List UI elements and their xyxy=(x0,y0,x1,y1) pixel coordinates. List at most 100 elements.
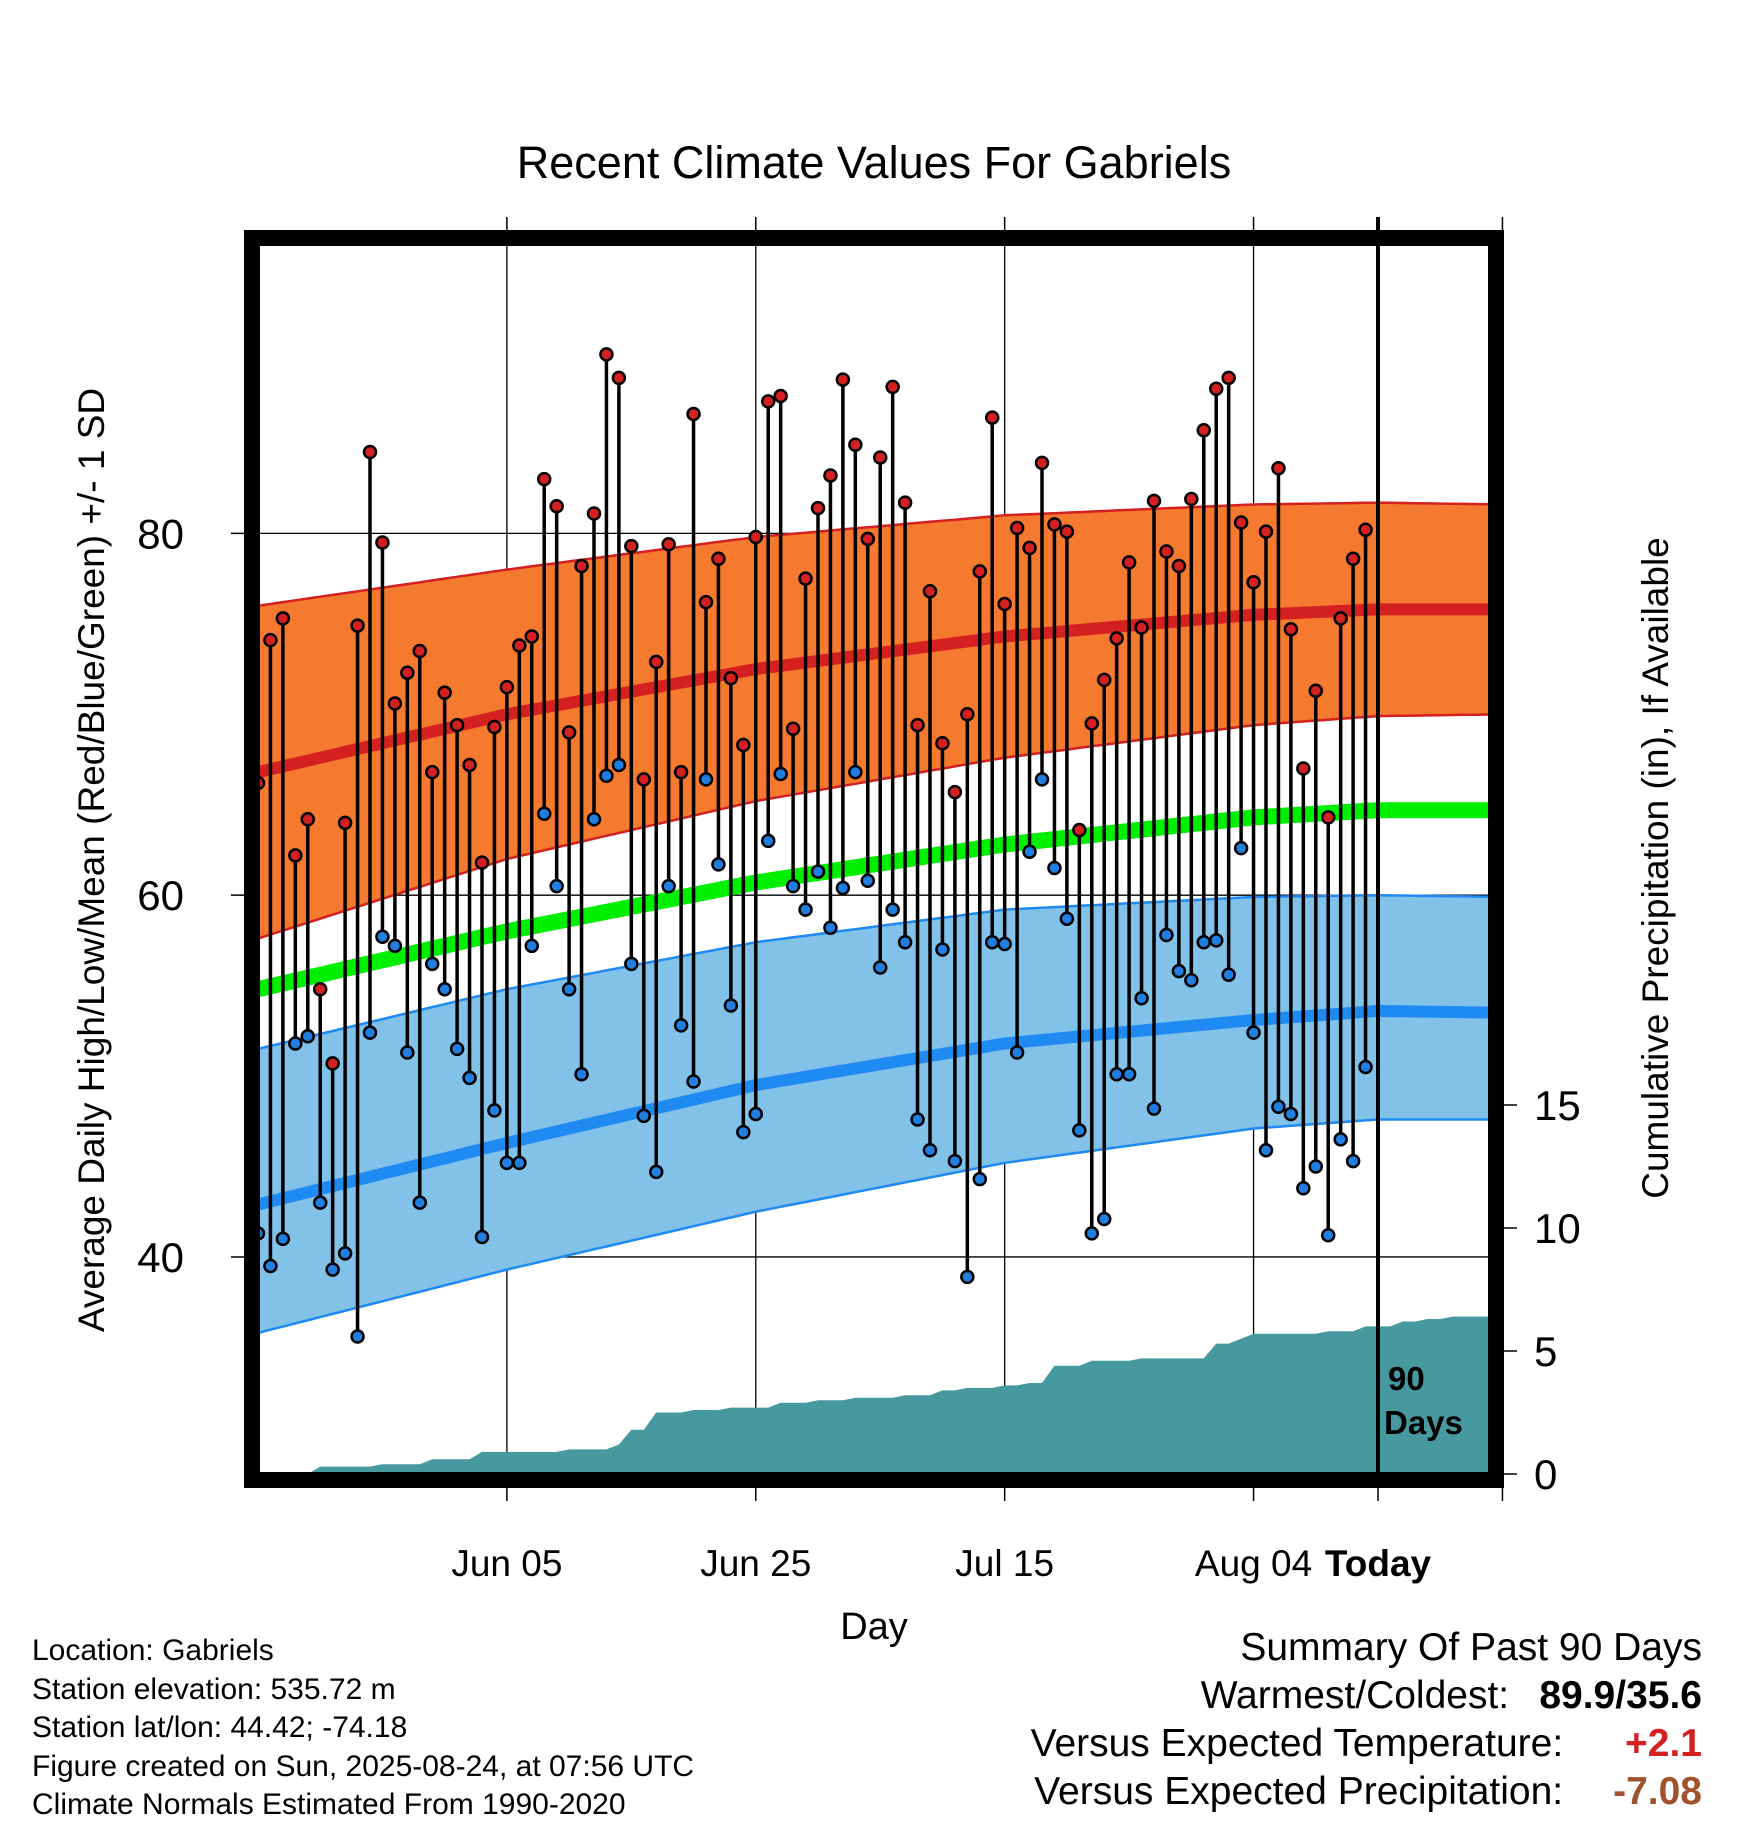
daily-low-point xyxy=(524,938,540,954)
x-tick-label: Jun 05 xyxy=(451,1543,562,1584)
daily-high-point xyxy=(574,558,589,574)
daily-low-point xyxy=(960,1269,975,1285)
daily-low-point xyxy=(288,1036,303,1051)
warm-cold-value: 89.9/35.6 xyxy=(1539,1674,1702,1717)
daily-low-point xyxy=(897,934,913,950)
daily-low-point xyxy=(1109,1067,1124,1082)
y2-tick-label: 5 xyxy=(1534,1328,1557,1375)
daily-high-point xyxy=(350,618,365,633)
daily-low-point xyxy=(624,956,639,972)
station-elevation: Station elevation: 535.72 m xyxy=(32,1672,396,1706)
daily-high-point xyxy=(524,629,540,644)
daily-high-point xyxy=(736,737,751,753)
daily-high-point xyxy=(910,717,925,733)
daily-high-point xyxy=(1271,461,1286,476)
daily-low-point xyxy=(574,1067,589,1082)
daily-low-point xyxy=(1196,934,1212,950)
daily-high-point xyxy=(1358,522,1373,538)
daily-low-point xyxy=(922,1142,938,1158)
low-sd-band xyxy=(258,893,1490,1335)
precip-departure-label: Versus Expected Precipitation: xyxy=(1034,1770,1564,1813)
daily-high-point xyxy=(1159,544,1174,559)
normal-low-line xyxy=(258,1004,1490,1211)
daily-low-point xyxy=(586,811,602,827)
daily-low-point xyxy=(462,1070,477,1086)
daily-high-point xyxy=(611,370,627,386)
daily-low-point xyxy=(823,920,838,935)
daily-high-point xyxy=(1047,517,1062,532)
daily-high-point xyxy=(337,815,353,831)
daily-high-point xyxy=(935,735,950,751)
plot-frame xyxy=(244,230,1504,1488)
daily-high-point xyxy=(848,437,863,453)
daily-low-point xyxy=(1121,1067,1137,1082)
daily-low-point xyxy=(549,878,564,894)
daily-high-point xyxy=(325,1056,340,1071)
daily-low-point xyxy=(972,1171,988,1187)
daily-high-point xyxy=(549,499,564,514)
daily-high-point xyxy=(997,596,1012,612)
daily-high-point xyxy=(723,670,739,686)
daily-low-point xyxy=(412,1195,428,1210)
daily-high-point xyxy=(1283,622,1299,637)
daily-low-point xyxy=(487,1103,502,1118)
daily-high-point xyxy=(760,394,776,409)
daily-low-point xyxy=(1221,967,1236,983)
daily-high-point xyxy=(648,654,664,670)
daily-high-point xyxy=(1134,620,1149,635)
daily-low-point xyxy=(648,1164,664,1180)
daily-high-point xyxy=(375,535,390,550)
daily-high-point xyxy=(1308,683,1324,699)
daily-high-point xyxy=(1121,555,1137,570)
daily-low-point xyxy=(375,929,390,945)
daily-low-point xyxy=(748,1106,764,1122)
daily-high-point xyxy=(536,471,552,487)
daily-low-point xyxy=(947,1153,963,1169)
daily-low-point xyxy=(910,1112,925,1127)
daily-high-point xyxy=(1221,370,1236,386)
y2-tick-label: 10 xyxy=(1534,1205,1581,1252)
daily-high-point xyxy=(275,611,291,626)
daily-low-point xyxy=(449,1041,465,1057)
station-info: Location: Gabriels Station elevation: 53… xyxy=(32,1632,694,1825)
daily-low-point xyxy=(1034,772,1050,787)
daily-low-point xyxy=(437,981,452,997)
daily-high-point xyxy=(412,643,428,659)
daily-high-point xyxy=(835,372,851,387)
daily-high-point xyxy=(748,529,764,545)
y-tick-label: 60 xyxy=(137,872,184,919)
daily-high-point xyxy=(437,685,452,700)
daily-low-point xyxy=(848,764,863,780)
daily-high-point xyxy=(960,707,975,722)
temp-departure-label: Versus Expected Temperature: xyxy=(1030,1722,1564,1765)
daily-low-point xyxy=(1146,1101,1162,1116)
daily-low-point xyxy=(661,878,676,894)
daily-high-point xyxy=(449,717,465,733)
y2-axis-label: Cumulative Precipitation (in), If Availa… xyxy=(1635,537,1676,1199)
daily-low-point xyxy=(424,956,440,972)
daily-low-point xyxy=(1096,1211,1112,1227)
y-tick-label: 40 xyxy=(137,1234,184,1281)
daily-low-point xyxy=(673,1018,689,1033)
daily-high-point xyxy=(798,571,813,586)
daily-high-point xyxy=(1246,575,1261,590)
daily-low-point xyxy=(636,1108,652,1124)
daily-high-point xyxy=(586,506,602,521)
daily-high-point xyxy=(972,564,988,579)
daily-high-point xyxy=(885,379,900,395)
chart-title: Recent Climate Values For Gabriels xyxy=(517,137,1231,188)
daily-low-point xyxy=(736,1124,751,1140)
daily-high-point xyxy=(897,495,913,510)
daily-high-point xyxy=(711,551,726,566)
y-axis-label: Average Daily High/Low/Mean (Red/Blue/Gr… xyxy=(71,388,112,1332)
daily-low-point xyxy=(312,1195,328,1210)
daily-high-point xyxy=(263,632,278,648)
x-tick-label: Jul 15 xyxy=(955,1543,1054,1584)
daily-high-point xyxy=(1084,716,1100,731)
daily-high-point xyxy=(1184,491,1199,507)
daily-high-point xyxy=(387,696,403,711)
daily-high-point xyxy=(512,638,527,653)
y-tick-label: 80 xyxy=(137,510,184,557)
daily-low-point xyxy=(698,772,714,787)
